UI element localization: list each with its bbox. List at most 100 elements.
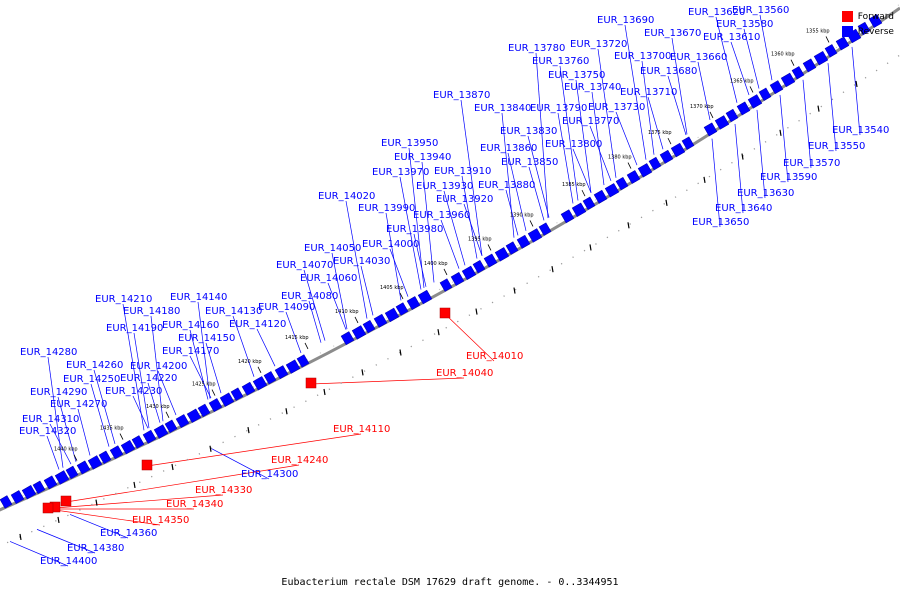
reverse-gene-label-leader <box>507 152 527 231</box>
reverse-gene-label: EUR_14130 <box>205 306 262 317</box>
reverse-gene-block <box>868 14 883 28</box>
scale-tick-label: 1360 kbp <box>771 52 795 58</box>
scale-tick-mark <box>304 342 309 350</box>
reverse-gene-label: EUR_13940 <box>394 152 451 163</box>
forward-gene-block <box>439 307 451 319</box>
reverse-gene-label: EUR_14280 <box>20 347 77 358</box>
forward-gene-label: EUR_14240 <box>271 455 328 466</box>
reverse-gene-label-leader <box>641 60 655 155</box>
reverse-gene-label-leader <box>303 269 326 341</box>
reverse-gene-label-leader <box>505 189 519 236</box>
reverse-gene-block <box>373 313 388 328</box>
reverse-gene-label-leader <box>327 282 347 330</box>
scale-tick-label: 1420 kbp <box>238 359 262 365</box>
scale-tick-mark <box>165 411 170 418</box>
reverse-gene-label-leader <box>47 356 64 468</box>
forward-gene-label-leader <box>54 494 224 509</box>
reverse-gene-label-leader <box>331 252 348 330</box>
reverse-gene-label: EUR_13640 <box>715 203 772 214</box>
reverse-gene-label: EUR_14120 <box>229 319 286 330</box>
reverse-gene-label-leader <box>421 161 435 283</box>
reverse-gene-label-leader <box>256 328 276 367</box>
reverse-gene-label: EUR_14150 <box>178 333 235 344</box>
forward-gene-block <box>305 377 317 389</box>
scale-tick-label: 1435 kbp <box>100 426 124 432</box>
scale-tick-label: 1355 kbp <box>806 28 830 34</box>
reverse-gene-block <box>461 265 477 281</box>
reverse-gene-label: EUR_14020 <box>318 191 375 202</box>
reverse-gene-block <box>384 307 400 323</box>
legend: Forward Reverse <box>841 9 894 39</box>
scale-tick-label: 1400 kbp <box>424 261 448 267</box>
scale-tick-label: 1430 kbp <box>146 404 170 410</box>
forward-gene-block <box>141 459 153 471</box>
reverse-gene-label: EUR_14220 <box>120 373 177 384</box>
reverse-gene-label-leader <box>697 61 711 120</box>
reverse-gene-block <box>285 359 301 374</box>
reverse-gene-block <box>483 253 498 268</box>
reverse-gene-label: EUR_14180 <box>123 306 180 317</box>
reverse-gene-label: EUR_13610 <box>703 32 760 43</box>
reverse-gene-label-leader <box>461 175 478 259</box>
reverse-gene-label-leader <box>802 79 812 169</box>
scale-tick-label: 1415 kbp <box>285 335 309 341</box>
track-tick-mark <box>399 349 402 356</box>
reverse-gene-label: EUR_14310 <box>22 414 79 425</box>
reverse-gene-label: EUR_13570 <box>783 158 840 169</box>
reverse-gene-label-leader <box>197 301 211 399</box>
reverse-gene-label: EUR_13960 <box>413 210 470 221</box>
forward-gene-block <box>60 495 72 507</box>
reverse-gene-block <box>65 465 79 480</box>
scale-tick-mark <box>443 268 448 276</box>
reverse-gene-block <box>494 247 510 262</box>
reverse-gene-block <box>98 450 112 465</box>
reverse-gene-block <box>54 470 70 485</box>
reverse-gene-label-leader <box>715 16 738 103</box>
reverse-gene-label-leader <box>591 91 605 186</box>
reverse-gene-label-leader <box>440 219 460 269</box>
reverse-gene-label-leader <box>671 37 688 135</box>
reverse-gene-label: EUR_13760 <box>532 56 589 67</box>
reverse-gene-block <box>791 66 805 80</box>
scale-tick-label: 1395 kbp <box>468 236 492 242</box>
reverse-gene-block <box>560 209 575 224</box>
scale-tick-label: 1405 kbp <box>380 285 404 291</box>
reverse-gene-block <box>813 50 829 66</box>
reverse-gene-label-leader <box>122 303 145 431</box>
reverse-gene-label-leader <box>756 109 766 199</box>
reverse-gene-block <box>0 495 13 509</box>
reverse-gene-label: EUR_14290 <box>30 387 87 398</box>
reverse-gene-label: EUR_14080 <box>281 291 338 302</box>
reverse-gene-label: EUR_13770 <box>562 116 619 127</box>
reverse-gene-label-leader <box>49 423 72 465</box>
track-tick-mark <box>627 222 630 229</box>
reverse-gene-label: EUR_13920 <box>436 194 493 205</box>
reverse-gene-label-leader <box>535 52 549 219</box>
reverse-gene-label-leader <box>615 111 638 166</box>
reverse-gene-label-leader <box>345 200 368 319</box>
legend-reverse: Reverse <box>841 24 894 39</box>
reverse-gene-block <box>505 241 519 255</box>
reverse-gene-block <box>725 108 739 123</box>
forward-gene-label: EUR_14040 <box>436 368 493 379</box>
track-tick-mark <box>57 516 60 524</box>
reverse-gene-label: EUR_13780 <box>508 43 565 54</box>
scale-tick-label: 1410 kbp <box>335 309 359 315</box>
reverse-gene-block <box>747 94 763 109</box>
reverse-gene-label: EUR_13630 <box>737 188 794 199</box>
track-tick-mark <box>703 176 706 183</box>
reverse-gene-block <box>604 183 620 198</box>
reverse-gene-block <box>670 142 686 158</box>
track-tick-mark <box>741 153 744 160</box>
reverse-gene-block <box>21 485 37 500</box>
reverse-gene-label-leader <box>572 148 592 193</box>
reverse-gene-label: EUR_13990 <box>358 203 415 214</box>
reverse-gene-label: EUR_13790 <box>530 103 587 114</box>
reverse-gene-block <box>472 260 486 274</box>
reverse-gene-label-leader <box>559 65 579 201</box>
reverse-gene-block <box>516 234 531 249</box>
reverse-gene-label: EUR_13720 <box>570 39 627 50</box>
reverse-gene-label: EUR_13540 <box>832 125 889 136</box>
reverse-gene-block <box>76 460 91 475</box>
reverse-gene-label: EUR_14320 <box>19 426 76 437</box>
